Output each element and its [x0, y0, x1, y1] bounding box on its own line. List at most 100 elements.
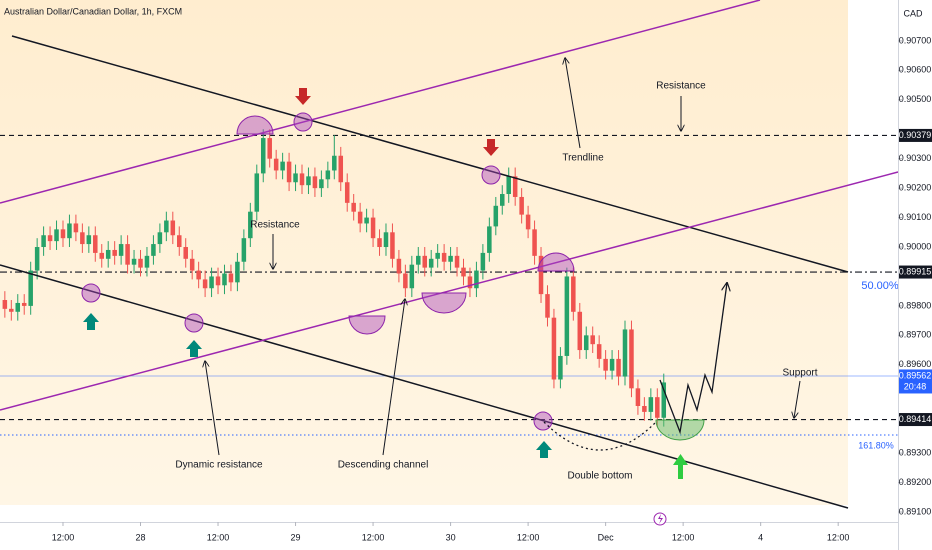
candle-body: [506, 176, 511, 195]
candle-body: [105, 249, 111, 259]
candle-body: [344, 182, 350, 203]
x-tick-label: 30: [446, 532, 456, 542]
pointer: [205, 361, 220, 456]
fib-label: 50.00%: [861, 280, 899, 292]
candle-body: [370, 217, 376, 239]
trendline-upper: [0, 0, 761, 204]
candle-body: [215, 276, 221, 286]
y-tick-label: 0.90600: [899, 65, 932, 75]
candle-body: [422, 255, 428, 268]
candle-body: [34, 247, 40, 271]
fib-zone: [0, 0, 848, 505]
touch-marker: [81, 283, 101, 303]
x-tick-label: 29: [291, 532, 301, 542]
candle-body: [500, 194, 505, 206]
candle-body: [661, 382, 667, 418]
candle-body: [590, 335, 595, 345]
candle-body: [558, 355, 563, 380]
candle-body: [338, 155, 344, 183]
arc-marker: [348, 315, 386, 335]
candle-body: [454, 255, 460, 268]
candle-body: [377, 238, 382, 248]
chart-title: Australian Dollar/Canadian Dollar, 1h, F…: [4, 6, 182, 16]
x-tick-label: 4: [758, 532, 763, 542]
candle-body: [280, 161, 285, 171]
y-tick-label: 0.90200: [899, 183, 932, 193]
touch-markers: [81, 112, 575, 431]
candle-body: [493, 205, 499, 227]
candle-body: [144, 255, 150, 268]
candle-body: [629, 329, 634, 389]
y-tick-label: 0.90300: [899, 153, 932, 163]
candle-body: [118, 244, 124, 256]
annotation: Double bottom: [567, 471, 632, 482]
projection-path: [659, 283, 727, 435]
candle-body: [235, 261, 240, 283]
candle-body: [125, 244, 130, 265]
y-tick-label: 0.89800: [899, 300, 932, 310]
candle-body: [403, 273, 408, 289]
levels: [0, 134, 898, 421]
y-tick-label: 0.89300: [899, 447, 932, 457]
candle-body: [157, 232, 163, 245]
candle-body: [138, 258, 143, 268]
candle-body: [306, 176, 311, 186]
candle-body: [196, 270, 201, 280]
x-tick-label: 12:00: [362, 532, 385, 542]
currency: CAD: [903, 8, 923, 18]
candle-body: [86, 235, 92, 245]
touch-marker: [293, 112, 313, 132]
candle-body: [54, 229, 59, 242]
candle-body: [428, 258, 434, 268]
candle-body: [383, 232, 389, 248]
candle-body: [73, 223, 79, 233]
arc-marker: [421, 292, 467, 314]
level-label: 0.89562: [899, 370, 932, 380]
x-tick-label: 12:00: [52, 532, 75, 542]
fib-label: 161.80%: [858, 440, 894, 450]
y-tick-label: 0.90000: [899, 241, 932, 251]
y-tick-label: 0.90500: [899, 94, 932, 104]
candle-body: [474, 270, 479, 289]
candle-body: [635, 388, 641, 406]
candle-body: [519, 196, 524, 215]
candle-body: [512, 176, 518, 197]
candle-body: [571, 276, 576, 312]
y-tick-label: 0.90100: [899, 212, 932, 222]
candle-body: [222, 273, 227, 286]
candle-body: [487, 226, 492, 253]
candle-body: [189, 258, 195, 271]
annotation: Resistance: [656, 81, 706, 92]
pointer: [794, 380, 801, 418]
time-axis: [0, 522, 898, 550]
buy-arrow: [536, 441, 552, 458]
candle-body: [170, 220, 176, 236]
buy-arrow: [186, 340, 202, 357]
candle-body: [112, 249, 117, 256]
channel-top: [11, 35, 849, 273]
annotation: Dynamic resistance: [175, 460, 263, 471]
candle-body: [642, 406, 647, 412]
touch-marker: [481, 165, 501, 185]
sell-arrow: [483, 139, 499, 156]
x-tick-label: 12:00: [517, 532, 540, 542]
candle-body: [545, 294, 550, 318]
candle-body: [241, 238, 247, 262]
candle-body: [357, 211, 363, 224]
candle-body: [2, 300, 8, 309]
level-countdown: 20:48: [904, 381, 927, 391]
candle-body: [67, 223, 72, 239]
candle-body: [260, 138, 266, 174]
sell-arrow: [295, 88, 311, 105]
buy-arrow: [673, 454, 688, 479]
candles: [2, 129, 667, 427]
candle-body: [267, 138, 272, 159]
arc-marker: [537, 252, 575, 272]
candle-body: [416, 255, 421, 265]
candle-body: [564, 276, 570, 356]
candle-body: [648, 397, 654, 412]
candle-body: [293, 173, 298, 183]
candle-body: [364, 217, 369, 224]
